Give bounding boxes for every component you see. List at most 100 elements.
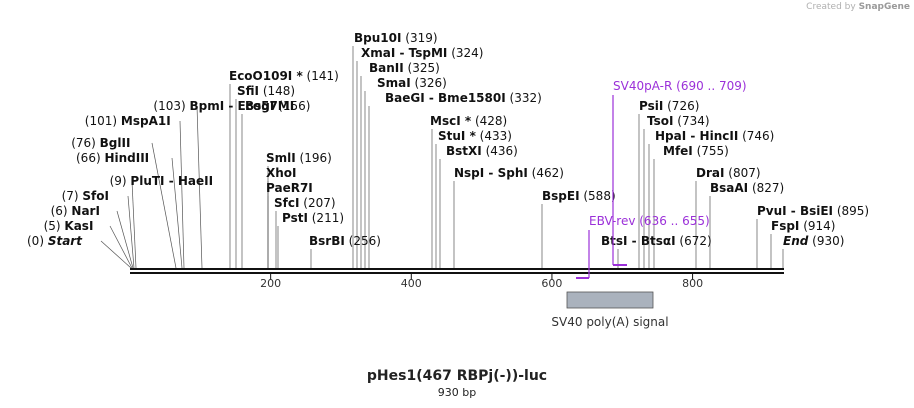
site-pos: (436) bbox=[482, 144, 518, 158]
site-label-bspei-27: BspEI (588) bbox=[542, 189, 616, 203]
leader-bglii-10 bbox=[151, 142, 177, 269]
leader-bpmi-8 bbox=[196, 105, 203, 269]
site-label-pvui-35: PvuI - BsiEI (895) bbox=[757, 204, 869, 218]
site-pos: (827) bbox=[748, 181, 784, 195]
credit-brand: SnapGene bbox=[858, 2, 910, 12]
site-pos: (9) bbox=[110, 174, 131, 188]
site-pos: (755) bbox=[693, 144, 729, 158]
site-pos: (196) bbox=[296, 151, 332, 165]
site-label-banii-2: BanII (325) bbox=[369, 61, 440, 75]
primer-name: EBV-rev bbox=[589, 214, 635, 228]
primer-name: SV40pA-R bbox=[613, 79, 672, 93]
site-label-bsaai-34: BsaAI (827) bbox=[710, 181, 784, 195]
site-label-fspi-36: FspI (914) bbox=[771, 219, 836, 233]
primer-label-ebv-rev: EBV-rev (636 .. 655) bbox=[589, 214, 710, 228]
site-suffix: - HaeII bbox=[165, 174, 214, 188]
site-label-xmai-1: XmaI - TspMI (324) bbox=[361, 46, 484, 60]
site-name: BtsI bbox=[601, 234, 628, 248]
site-pos: (6) bbox=[51, 204, 72, 218]
site-label-mfei-31: MfeI (755) bbox=[663, 144, 729, 158]
primers: SV40pA-R (690 .. 709) EBV-rev (636 .. 655… bbox=[576, 79, 747, 279]
site-name: XmaI bbox=[361, 46, 395, 60]
site-pos: (726) bbox=[663, 99, 699, 113]
leader-sfoi-13 bbox=[127, 195, 135, 269]
site-pos: (326) bbox=[411, 76, 447, 90]
site-name: SmlI bbox=[266, 151, 296, 165]
site-pos: (103) bbox=[153, 99, 189, 113]
site-pos: (156) bbox=[274, 99, 310, 113]
site-name: DraI bbox=[696, 166, 724, 180]
site-label-hpai-30: HpaI - HincII (746) bbox=[655, 129, 774, 143]
site-name: BglII bbox=[100, 136, 131, 150]
primer-range: (636 .. 655) bbox=[635, 214, 709, 228]
site-name: NspI bbox=[454, 166, 484, 180]
site-name: BpmI bbox=[189, 99, 224, 113]
credit-prefix: Created by bbox=[806, 2, 856, 12]
site-pos: (148) bbox=[259, 84, 295, 98]
site-name: NarI bbox=[71, 204, 100, 218]
site-suffix: - HincII bbox=[686, 129, 738, 143]
site-name: Bpu10I bbox=[354, 31, 401, 45]
site-label-bstxi-25: BstXI (436) bbox=[446, 144, 518, 158]
site-label-hindiii-11: (66) HindIII bbox=[76, 151, 149, 165]
site-leader-lines bbox=[100, 46, 784, 269]
site-name: MfeI bbox=[663, 144, 693, 158]
site-label-paer7i-19: PaeR7I bbox=[266, 181, 313, 195]
site-suffix: - Eco57MI bbox=[224, 99, 294, 113]
site-name: SfoI bbox=[82, 189, 109, 203]
site-pos: (734) bbox=[673, 114, 709, 128]
site-label-sfci-20: SfcI (207) bbox=[274, 196, 336, 210]
site-label-end-37: End (930) bbox=[783, 234, 844, 248]
site-pos: (433) bbox=[476, 129, 512, 143]
map-title: pHes1(467 RBPj(-))-luc bbox=[366, 368, 548, 384]
site-name: BspEI bbox=[542, 189, 580, 203]
tick-label-400: 400 bbox=[401, 277, 422, 290]
site-name: FspI bbox=[771, 219, 799, 233]
site-name: SfiI bbox=[237, 84, 259, 98]
feature-box-sv40-poly-a-signal bbox=[566, 291, 654, 309]
site-pos: (324) bbox=[447, 46, 483, 60]
site-name: BstXI bbox=[446, 144, 482, 158]
primer-range: (690 .. 709) bbox=[672, 79, 746, 93]
site-pos: (895) bbox=[833, 204, 869, 218]
leader-kasi-15 bbox=[109, 225, 133, 269]
site-pos: (930) bbox=[808, 234, 844, 248]
site-label-kasi-15: (5) KasI bbox=[44, 219, 94, 233]
site-name: PaeR7I bbox=[266, 181, 313, 195]
site-pos: (807) bbox=[724, 166, 760, 180]
site-name: MspA1I bbox=[121, 114, 171, 128]
primer-label-sv40pa-r: SV40pA-R (690 .. 709) bbox=[613, 79, 747, 93]
leader-hindiii-11 bbox=[171, 157, 183, 269]
leader-nari-14 bbox=[116, 210, 134, 269]
site-name: SmaI bbox=[377, 76, 411, 90]
site-suffix: - Bme1580I bbox=[425, 91, 506, 105]
site-name: HpaI bbox=[655, 129, 686, 143]
site-name: EcoO109I * bbox=[229, 69, 303, 83]
feature-label-sv40-poly-a-signal: SV40 poly(A) signal bbox=[551, 315, 668, 329]
site-suffix: - BsiEI bbox=[787, 204, 833, 218]
site-label-bsgi-7: BsgI (156) bbox=[245, 99, 310, 113]
site-label-stui-24: StuI * (433) bbox=[438, 129, 512, 143]
site-pos: (256) bbox=[345, 234, 381, 248]
site-name: MscI * bbox=[430, 114, 472, 128]
site-name: BaeGI bbox=[385, 91, 425, 105]
site-suffix: - TspMI bbox=[395, 46, 447, 60]
site-pos: (325) bbox=[404, 61, 440, 75]
leader-pluti-12 bbox=[131, 180, 137, 269]
tick-label-600: 600 bbox=[541, 277, 562, 290]
site-labels: Bpu10I (319)XmaI - TspMI (324)BanII (325… bbox=[27, 31, 869, 248]
site-pos: (332) bbox=[506, 91, 542, 105]
site-label-sfoi-13: (7) SfoI bbox=[62, 189, 109, 203]
leader-mspa1i-9 bbox=[179, 120, 185, 269]
site-pos: (462) bbox=[528, 166, 564, 180]
site-label-bsrbi-22: BsrBI (256) bbox=[309, 234, 381, 248]
site-pos: (7) bbox=[62, 189, 83, 203]
site-label-smai-3: SmaI (326) bbox=[377, 76, 447, 90]
site-pos: (207) bbox=[299, 196, 335, 210]
site-name: BsaAI bbox=[710, 181, 748, 195]
site-name: PsiI bbox=[639, 99, 663, 113]
site-pos: (319) bbox=[401, 31, 437, 45]
site-pos: (101) bbox=[85, 114, 121, 128]
site-name: PluTI bbox=[130, 174, 164, 188]
